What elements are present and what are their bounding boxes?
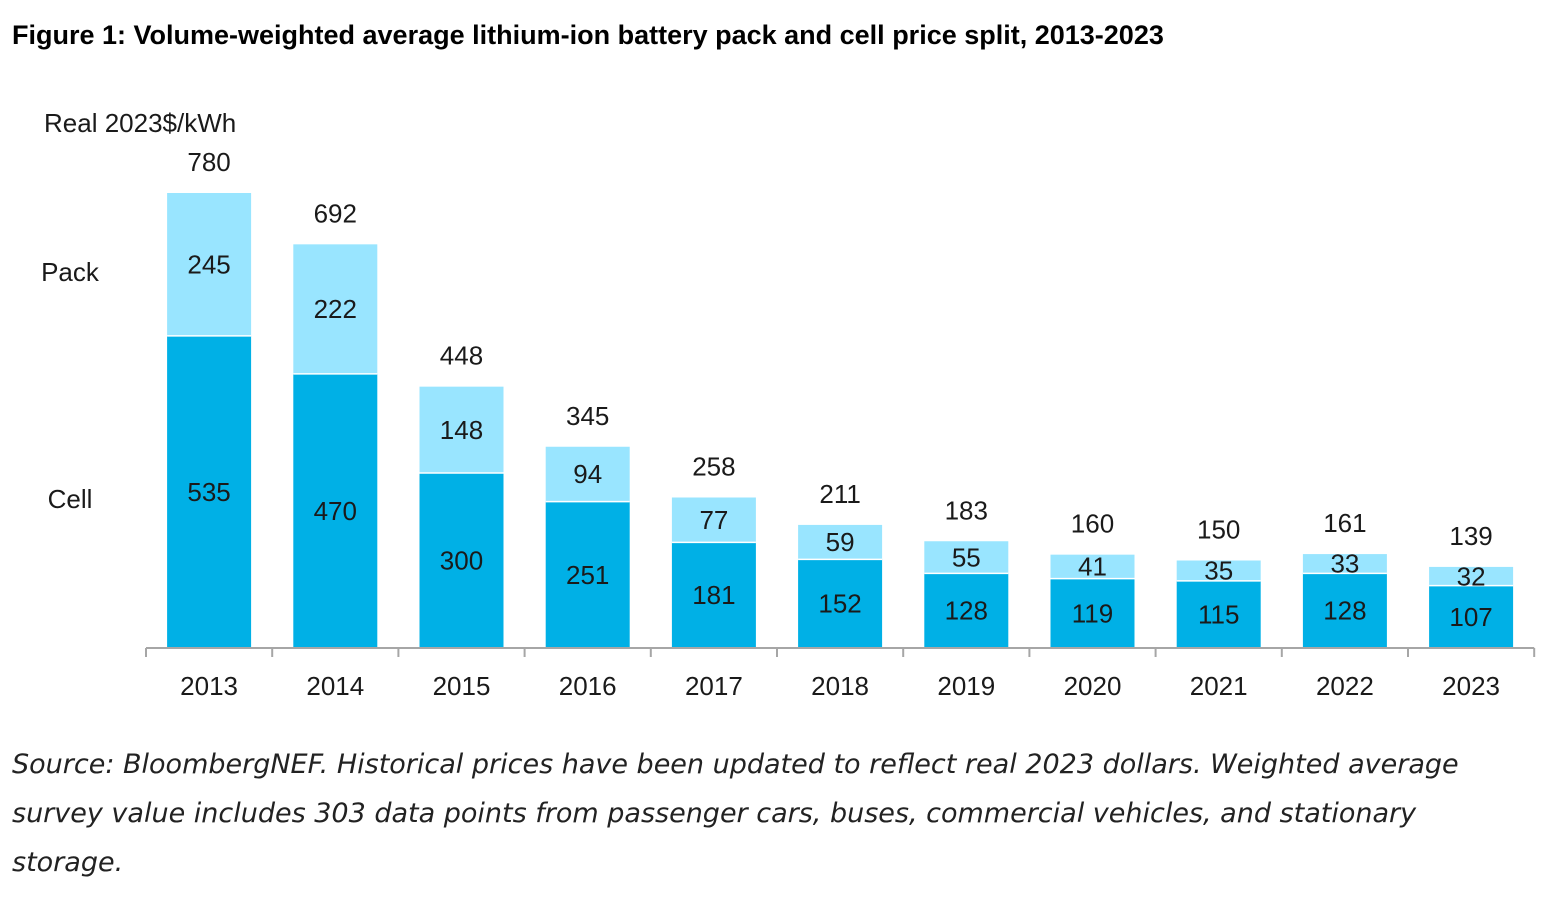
data-label-total: 139 [1449,521,1492,551]
data-label-cell: 470 [314,496,357,526]
data-label-total: 160 [1071,509,1114,539]
data-label-pack: 94 [573,459,602,489]
source-note: Source: BloombergNEF. Historical prices … [12,749,1459,878]
data-label-cell: 128 [1323,596,1366,626]
x-tick-label: 2015 [433,671,491,701]
bar-cell-2016 [545,501,630,648]
legend-label-cell: Cell [48,484,93,514]
data-label-total: 345 [566,401,609,431]
data-label-cell: 119 [1072,598,1113,628]
bar-pack-2015 [419,386,504,473]
x-tick-label: 2023 [1442,671,1500,701]
bar-cell-2015 [419,473,504,648]
bar-cell-2014 [293,373,378,648]
x-tick-label: 2022 [1316,671,1374,701]
bar-cell-2018 [798,559,883,648]
data-label-total: 692 [314,198,357,228]
data-label-total: 780 [187,147,230,177]
x-tick-label: 2017 [685,671,743,701]
data-label-total: 211 [819,479,860,509]
bar-pack-2022 [1302,554,1387,574]
bar-cell-2013 [167,335,252,648]
x-tick-label: 2019 [937,671,995,701]
bar-cell-2017 [671,542,756,648]
data-label-pack: 222 [314,294,357,324]
x-axis: 2013 2014 2015 2016 2017 2018 2019 2020 2021 2022… [145,647,1536,701]
x-tick-label: 2014 [306,671,364,701]
figure-title: Figure 1: Volume-weighted average lithiu… [12,20,1164,50]
bar-pack-2016 [545,446,630,502]
bar-cell-2020 [1050,578,1135,648]
data-label-pack: 32 [1457,561,1486,591]
data-label-total: 448 [440,341,483,371]
bar-pack-2021 [1176,560,1261,581]
data-label-pack: 35 [1204,556,1233,586]
data-label-total: 161 [1323,508,1366,538]
data-label-cell: 128 [945,596,988,626]
x-tick-label: 2021 [1190,671,1248,701]
bar-cell-2019 [924,573,1009,648]
bar-cell-2023 [1429,585,1514,648]
data-label-pack: 77 [699,505,728,535]
legend-label-pack: Pack [41,257,100,287]
bar-pack-2017 [671,497,756,543]
bar-pack-2023 [1429,566,1514,586]
x-tick-label: 2018 [811,671,869,701]
data-label-pack: 59 [826,527,855,557]
bar-pack-2014 [293,244,378,374]
x-tick-label: 2013 [180,671,238,701]
data-label-pack: 245 [187,249,230,279]
bars-group: 535 245 780 470 222 692 300 148 448 251 94 345 181 77… [167,147,1514,648]
data-label-cell: 535 [187,477,230,507]
data-label-pack: 33 [1330,549,1359,579]
bar-cell-2022 [1302,573,1387,648]
data-label-cell: 300 [440,546,483,576]
data-label-pack: 41 [1078,552,1107,582]
bar-pack-2018 [798,524,883,560]
data-label-total: 183 [945,495,988,525]
data-label-pack: 148 [440,415,483,445]
data-label-cell: 181 [692,580,735,610]
data-label-total: 258 [692,452,735,482]
bar-pack-2019 [924,541,1009,574]
data-label-cell: 107 [1449,602,1492,632]
data-label-total: 150 [1197,515,1240,545]
data-label-cell: 251 [566,560,609,590]
x-tick-label: 2020 [1064,671,1122,701]
data-label-cell: 115 [1198,599,1239,629]
data-label-cell: 152 [818,589,861,619]
y-axis-label: Real 2023$/kWh [44,108,236,138]
stacked-bar-chart: Real 2023$/kWh Pack Cell 535 245 780 470 222… [41,108,1536,701]
data-label-pack: 55 [952,542,981,572]
bar-cell-2021 [1176,580,1261,648]
bar-pack-2020 [1050,554,1135,579]
bar-pack-2013 [167,193,252,336]
x-tick-label: 2016 [559,671,617,701]
